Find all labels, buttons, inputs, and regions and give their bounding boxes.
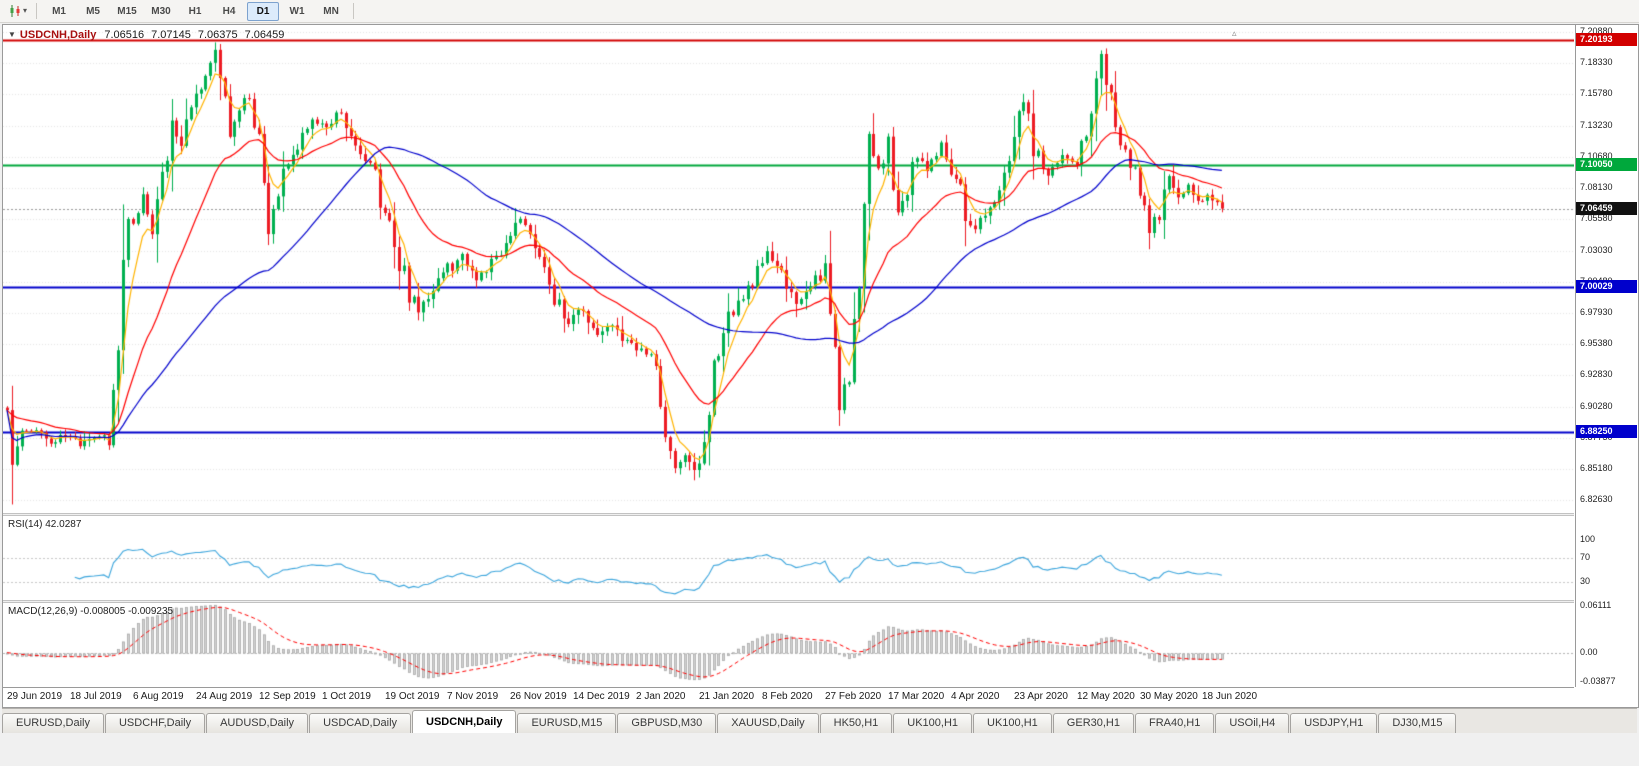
macd-canvas[interactable] [3, 603, 1574, 687]
date-axis-label: 27 Feb 2020 [825, 691, 882, 702]
tab-usdjpy-h1[interactable]: USDJPY,H1 [1290, 713, 1378, 733]
green-level-price-flag: 7.10050 [1576, 158, 1637, 171]
price-axis-tick: 6.95380 [1580, 338, 1613, 348]
chart-type-button[interactable]: ▾ [4, 2, 31, 20]
pane-divider[interactable] [3, 600, 1574, 603]
chart-tabbar: EURUSD,Daily USDCHF,Daily AUDUSD,Daily U… [2, 708, 1637, 733]
toolbar: ▾ M1 M5 M15 M30 H1 H4 D1 W1 MN [0, 0, 1639, 23]
date-axis-label: 12 May 2020 [1077, 691, 1135, 702]
date-axis-label: 6 Aug 2019 [133, 691, 184, 702]
rsi-axis-tick: 100 [1580, 534, 1596, 544]
timeframe-h4[interactable]: H4 [222, 5, 236, 17]
tab-audusd-daily[interactable]: AUDUSD,Daily [206, 713, 309, 733]
date-axis-label: 29 Jun 2019 [7, 691, 63, 702]
price-scale[interactable]: 7.20880 7.18330 7.15780 7.13230 7.10680 … [1575, 25, 1638, 687]
price-axis-tick: 7.13230 [1580, 120, 1613, 130]
tab-uk100-h1-2[interactable]: UK100,H1 [973, 713, 1052, 733]
quote-low: 7.06375 [197, 29, 238, 41]
price-axis-tick: 6.97930 [1580, 307, 1613, 317]
candlestick-chart-icon [10, 5, 20, 17]
toolbar-separator [36, 3, 38, 19]
tab-ger30-h1[interactable]: GER30,H1 [1052, 713, 1134, 733]
tab-xauusd-daily[interactable]: XAUUSD,Daily [717, 713, 819, 733]
date-axis[interactable]: 29 Jun 2019 18 Jul 2019 6 Aug 2019 24 Au… [3, 687, 1574, 707]
date-axis-label: 2 Jan 2020 [636, 691, 686, 702]
date-axis-label: 18 Jun 2020 [1202, 691, 1258, 702]
price-axis-tick: 7.20880 [1580, 26, 1613, 36]
timeframe-m15[interactable]: M15 [117, 5, 137, 17]
timeframe-w1[interactable]: W1 [289, 5, 305, 17]
blue-lower-price-flag: 6.88250 [1576, 425, 1637, 438]
tab-fra40-h1[interactable]: FRA40,H1 [1135, 713, 1215, 733]
tab-usoil-h4[interactable]: USOil,H4 [1215, 713, 1290, 733]
macd-axis-tick: 0.06111 [1580, 600, 1612, 610]
chart-window: ▼ USDCNH,Daily 7.06516 7.07145 7.06375 7.0645… [2, 24, 1639, 708]
price-axis-tick: 7.15780 [1580, 88, 1613, 98]
quote-high: 7.07145 [151, 29, 191, 41]
chart-shift-marker-icon[interactable]: ▵ [1232, 28, 1237, 38]
price-axis-tick: 7.10680 [1580, 151, 1613, 161]
current-price-flag: 7.06459 [1576, 202, 1637, 215]
date-axis-label: 17 Mar 2020 [888, 691, 945, 702]
date-axis-label: 23 Apr 2020 [1014, 691, 1068, 702]
toolbar-separator [353, 3, 355, 19]
price-axis-tick: 7.05580 [1580, 213, 1613, 223]
tab-eurusd-daily[interactable]: EURUSD,Daily [2, 713, 104, 733]
tab-gbpusd-m30[interactable]: GBPUSD,M30 [617, 713, 717, 733]
macd-axis-tick: 0.00 [1580, 647, 1598, 657]
timeframe-d1[interactable]: D1 [247, 1, 280, 21]
rsi-axis-tick: 70 [1580, 552, 1591, 562]
date-axis-label: 7 Nov 2019 [447, 691, 499, 702]
price-axis-tick: 6.90280 [1580, 401, 1613, 411]
chart-symbol: USDCNH,Daily [19, 29, 97, 41]
tab-usdcnh-daily[interactable]: USDCNH,Daily [412, 710, 517, 733]
timeframe-h1[interactable]: H1 [188, 5, 202, 17]
timeframe-mn[interactable]: MN [323, 5, 339, 17]
macd-axis-tick: -0.03877 [1580, 676, 1616, 686]
date-axis-label: 21 Jan 2020 [699, 691, 755, 702]
rsi-axis-tick: 30 [1580, 576, 1591, 586]
price-axis-tick: 6.82630 [1580, 494, 1613, 504]
date-axis-label: 1 Oct 2019 [322, 691, 371, 702]
tab-usdchf-daily[interactable]: USDCHF,Daily [104, 713, 206, 733]
rsi-indicator-label: RSI(14) 42.0287 [8, 519, 82, 530]
chevron-down-icon: ▾ [23, 6, 28, 15]
chart-title: ▼ USDCNH,Daily 7.06516 7.07145 7.06375 7.0645… [8, 29, 291, 41]
timeframe-m5[interactable]: M5 [86, 5, 100, 17]
tab-uk100-h1[interactable]: UK100,H1 [893, 713, 973, 733]
date-axis-label: 8 Feb 2020 [762, 691, 813, 702]
chart-plot-area: ▼ USDCNH,Daily 7.06516 7.07145 7.06375 7.0645… [3, 25, 1574, 707]
date-axis-label: 4 Apr 2020 [951, 691, 1000, 702]
tab-dj30-m15[interactable]: DJ30,M15 [1378, 713, 1457, 733]
tab-usdcad-daily[interactable]: USDCAD,Daily [309, 713, 412, 733]
macd-indicator-label: MACD(12,26,9) -0.008005 -0.009235 [8, 606, 174, 617]
quote-close: 7.06459 [244, 29, 285, 41]
date-axis-label: 24 Aug 2019 [196, 691, 253, 702]
timeframe-m1[interactable]: M1 [52, 5, 66, 17]
quote-open: 7.06516 [104, 29, 145, 41]
date-axis-label: 26 Nov 2019 [510, 691, 567, 702]
timeframe-m30[interactable]: M30 [151, 5, 171, 17]
price-axis-tick: 7.18330 [1580, 57, 1613, 67]
blue-upper-price-flag: 7.00029 [1576, 280, 1637, 293]
date-axis-label: 19 Oct 2019 [385, 691, 440, 702]
price-axis-tick: 6.92830 [1580, 369, 1613, 379]
collapse-arrow-icon[interactable]: ▼ [8, 30, 16, 39]
date-axis-label: 14 Dec 2019 [573, 691, 630, 702]
price-axis-tick: 7.08130 [1580, 182, 1613, 192]
rsi-canvas[interactable] [3, 516, 1574, 600]
tab-eurusd-m15[interactable]: EURUSD,M15 [517, 713, 617, 733]
tab-hk50-h1[interactable]: HK50,H1 [819, 713, 893, 733]
resistance-price-flag: 7.20193 [1576, 33, 1637, 46]
pane-divider[interactable] [3, 513, 1574, 516]
date-axis-label: 18 Jul 2019 [70, 691, 122, 702]
price-axis-tick: 6.85180 [1580, 463, 1613, 473]
date-axis-label: 12 Sep 2019 [259, 691, 316, 702]
price-canvas[interactable] [3, 25, 1574, 513]
date-axis-label: 30 May 2020 [1140, 691, 1198, 702]
price-axis-tick: 7.03030 [1580, 245, 1613, 255]
